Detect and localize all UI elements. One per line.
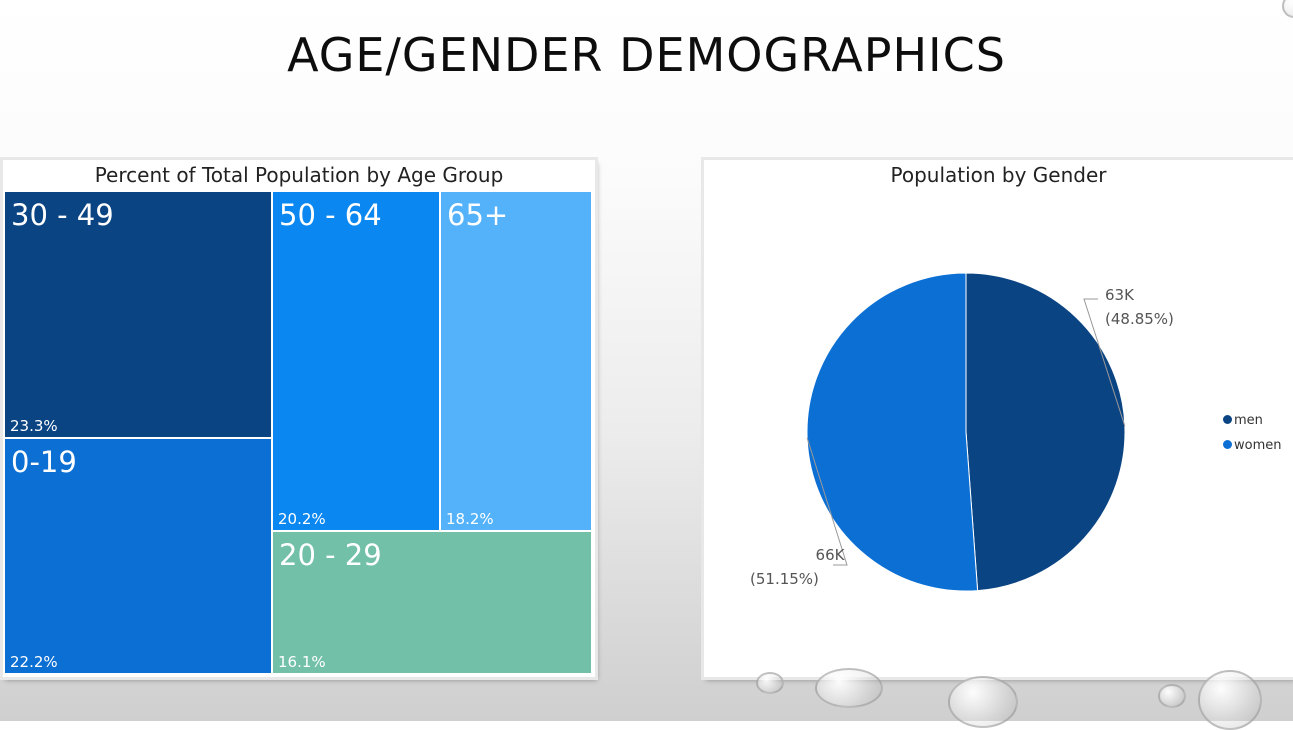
pie-chart: 63K (48.85%) 66K (51.15%) xyxy=(750,272,1174,592)
water-droplet-decoration xyxy=(1198,670,1262,730)
legend-label: men xyxy=(1234,413,1263,428)
water-droplet-decoration xyxy=(1158,684,1186,708)
pie-percent-label: (51.15%) xyxy=(750,570,819,588)
pie-leader-line xyxy=(1083,298,1126,427)
slide-title: AGE/GENDER DEMOGRAPHICS xyxy=(287,28,1006,82)
pie-value-label: 63K xyxy=(1105,286,1135,304)
pie-slice-men[interactable] xyxy=(965,272,1126,592)
pie-slice-women[interactable] xyxy=(806,272,979,592)
treemap-tile-label: 20 - 29 xyxy=(279,538,382,572)
treemap-tile-value: 22.2% xyxy=(10,653,58,671)
treemap-panel: Percent of Total Population by Age Group… xyxy=(3,160,595,677)
pie-panel: Population by Gender 63K (48.85%) 66K (51.1… xyxy=(704,160,1293,677)
pie-leader-line xyxy=(806,437,848,566)
treemap-tile-value: 23.3% xyxy=(10,417,58,435)
legend-dot-icon xyxy=(1223,440,1232,449)
water-droplet-decoration xyxy=(948,676,1018,728)
treemap-tile-value: 16.1% xyxy=(278,653,326,671)
pie-title: Population by Gender xyxy=(890,163,1107,187)
pie-percent-label: (48.85%) xyxy=(1105,310,1174,328)
treemap-tile-label: 65+ xyxy=(447,198,509,232)
treemap-area: 30 - 49 23.3% 0-19 22.2% 50 - 64 20.2% 65+ 18.2… xyxy=(5,192,593,675)
treemap-tile-label: 30 - 49 xyxy=(11,198,114,232)
pie-value-label: 66K xyxy=(816,546,846,564)
treemap-tile[interactable]: 20 - 29 16.1% xyxy=(273,532,593,675)
water-droplet-decoration xyxy=(756,672,784,694)
legend-dot-icon xyxy=(1223,415,1232,424)
treemap-tile[interactable]: 65+ 18.2% xyxy=(441,192,593,532)
treemap-tile[interactable]: 50 - 64 20.2% xyxy=(273,192,441,532)
water-droplet-decoration xyxy=(1282,0,1293,18)
treemap-tile[interactable]: 0-19 22.2% xyxy=(5,439,273,675)
treemap-tile-value: 18.2% xyxy=(446,510,494,528)
legend-label: women xyxy=(1234,438,1282,453)
treemap-tile-label: 0-19 xyxy=(11,445,77,479)
treemap-tile-value: 20.2% xyxy=(278,510,326,528)
treemap-title: Percent of Total Population by Age Group xyxy=(94,163,504,187)
water-droplet-decoration xyxy=(815,668,883,708)
legend-item-women[interactable]: women xyxy=(1223,438,1282,453)
legend-item-men[interactable]: men xyxy=(1223,413,1263,428)
treemap-tile[interactable]: 30 - 49 23.3% xyxy=(5,192,273,439)
treemap-tile-label: 50 - 64 xyxy=(279,198,382,232)
